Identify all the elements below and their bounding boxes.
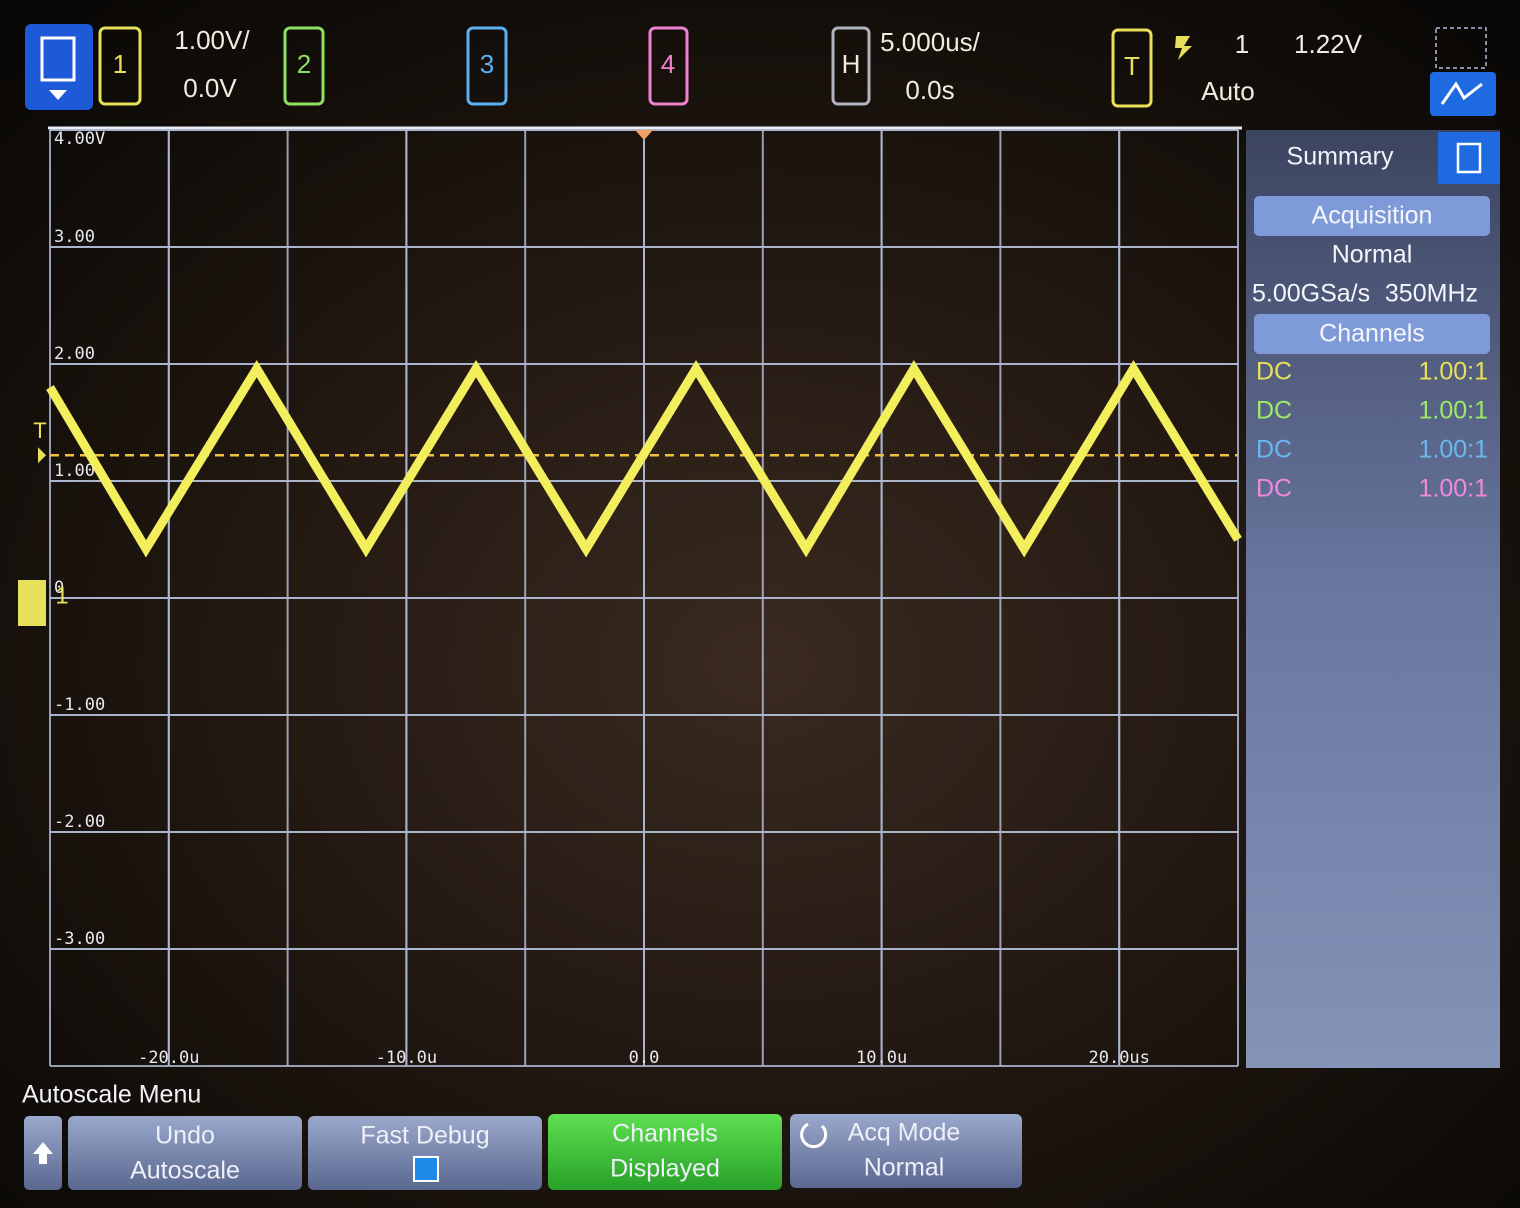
- menu-title: Autoscale Menu: [22, 1081, 201, 1109]
- softkey-3[interactable]: [548, 1114, 782, 1190]
- acquisition-header-bg: [1254, 196, 1490, 236]
- back-arrow: [33, 1142, 53, 1164]
- softkey-1[interactable]: [68, 1116, 302, 1190]
- channel-3-label: 3: [480, 49, 494, 79]
- softkey-4-line2: Normal: [864, 1154, 945, 1182]
- touch-mode-icon: [1440, 81, 1483, 105]
- trigger-edge-icon: [1175, 36, 1192, 60]
- channel-2-button[interactable]: [283, 26, 325, 106]
- ch1-offset: 0.0V: [183, 73, 237, 103]
- trigger-level: 1.22V: [1294, 29, 1363, 59]
- acquisition-mode: Normal: [1332, 241, 1413, 269]
- x-tick-label: 20.0us: [1088, 1048, 1149, 1068]
- channel-4-button[interactable]: [648, 26, 689, 106]
- y-tick-label: 1.00: [54, 461, 95, 481]
- channels-header: Channels: [1319, 320, 1425, 348]
- channels-header-bg: [1254, 314, 1490, 354]
- time-delay: 0.0s: [905, 75, 954, 105]
- menu-arrow: [49, 90, 67, 100]
- channel-rows: DC 1.00:1 DC 1.00:1 DC 1.00:1 DC 1.00:1: [1256, 358, 1488, 503]
- sample-rate: 5.00GSa/s: [1252, 280, 1370, 308]
- trigger-arrow: [38, 447, 46, 464]
- softkey-1-line2: Autoscale: [130, 1157, 240, 1185]
- time-scale: 5.000us/: [880, 27, 981, 57]
- trigger-mode: Auto: [1201, 76, 1255, 106]
- channel-4-label: 4: [661, 49, 675, 79]
- y-tick-label: 0: [54, 578, 64, 598]
- waveform-trace: [46, 359, 1242, 558]
- y-tick-label: 4.00V: [54, 129, 105, 149]
- channel-probe: 1.00:1: [1418, 358, 1488, 386]
- channel-probe: 1.00:1: [1418, 436, 1488, 464]
- channel-probe: 1.00:1: [1418, 397, 1488, 425]
- panel-title: Summary: [1287, 143, 1394, 171]
- y-tick-label: -2.00: [54, 812, 105, 832]
- horizontal-button[interactable]: [831, 26, 871, 106]
- ch1-scale: 1.00V/: [174, 25, 250, 55]
- x-tick-label: 10.0u: [856, 1048, 907, 1068]
- y-tick-label: 3.00: [54, 227, 95, 247]
- softkey-4-line1: Acq Mode: [848, 1119, 961, 1147]
- side-panel: [1246, 130, 1500, 1068]
- channel-coupling: DC: [1256, 358, 1292, 386]
- softkey-2-line1: Fast Debug: [360, 1122, 489, 1150]
- softkey-2[interactable]: [308, 1116, 542, 1190]
- channel-3-button[interactable]: [466, 26, 508, 106]
- trigger-source: 1: [1235, 29, 1249, 59]
- bandwidth: 350MHz: [1385, 280, 1478, 308]
- softkey-4[interactable]: [790, 1114, 1022, 1188]
- x-tick-label: -20.0u: [138, 1048, 199, 1068]
- panel-menu-button[interactable]: [1438, 132, 1500, 184]
- channel-1-label: 1: [113, 49, 127, 79]
- channel-coupling: DC: [1256, 475, 1292, 503]
- softkey-1-line1: Undo: [155, 1122, 215, 1150]
- menu-icon: [40, 36, 76, 82]
- trigger-button[interactable]: [1111, 28, 1153, 108]
- channel-coupling: DC: [1256, 397, 1292, 425]
- acquisition-header: Acquisition: [1312, 202, 1433, 230]
- y-tick-label: 2.00: [54, 344, 95, 364]
- ground-marker-tab: [18, 580, 46, 626]
- channel-coupling: DC: [1256, 436, 1292, 464]
- zoom-box-icon[interactable]: [1435, 27, 1487, 69]
- channel-probe: 1.00:1: [1418, 475, 1488, 503]
- y-tick-label: -1.00: [54, 695, 105, 715]
- channel-2-label: 2: [297, 49, 311, 79]
- channel-1-button[interactable]: [98, 26, 142, 106]
- x-tick-label: 0.0: [629, 1048, 660, 1068]
- horizontal-label: H: [842, 49, 861, 79]
- waveform-plot: 4.00V 3.00 2.00 1.00 0 -1.00 -2.00 -3.00 -20.0u -…: [38, 129, 1242, 1068]
- y-tick-label: -3.00: [54, 929, 105, 949]
- softkey-3-line1: Channels: [612, 1120, 718, 1148]
- x-tick-label: -10.0u: [376, 1048, 437, 1068]
- softkey-4-icon: [800, 1122, 828, 1149]
- softkey-3-line2: Displayed: [610, 1155, 720, 1183]
- fast-debug-checkbox[interactable]: [413, 1156, 439, 1182]
- ground-marker: 1: [55, 582, 68, 609]
- trigger-label: T: [1124, 51, 1140, 81]
- delay-marker: [635, 130, 653, 140]
- trigger-marker: T: [33, 418, 46, 443]
- panel-menu-icon: [1456, 142, 1482, 174]
